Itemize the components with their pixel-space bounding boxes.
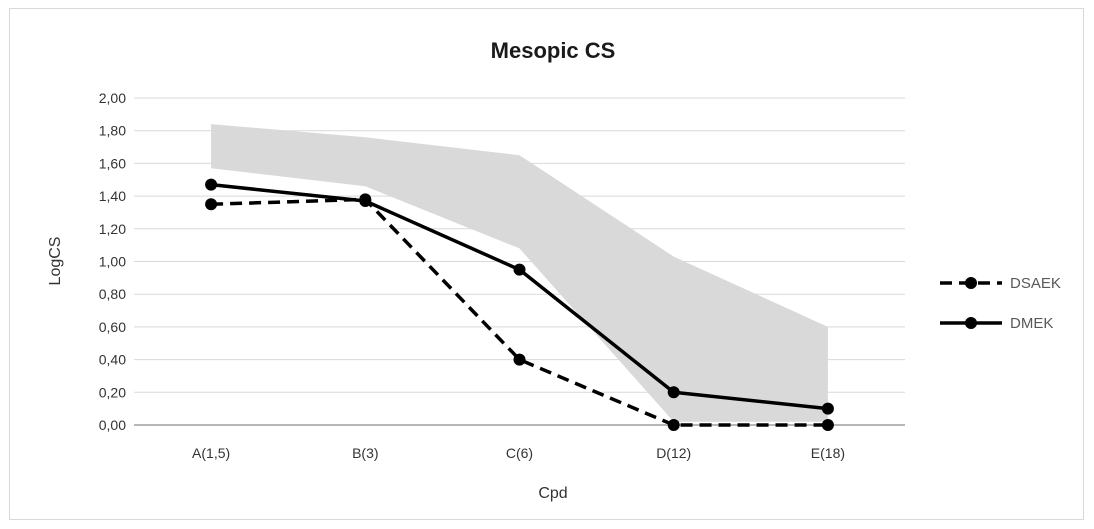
y-tick-label: 1,80 [99, 123, 126, 139]
x-tick-label: B(3) [352, 445, 378, 461]
dmek-point [359, 195, 372, 208]
x-tick-label: C(6) [506, 445, 533, 461]
y-tick-labels: 0,00 0,20 0,40 0,60 0,80 1,00 1,20 1,40 1,60 1,80… [99, 90, 126, 433]
y-tick-label: 1,00 [99, 254, 126, 270]
legend: DSAEK DMEK [940, 275, 1061, 332]
dsaek-point [513, 353, 526, 366]
legend-dsaek-label: DSAEK [1010, 275, 1061, 292]
y-tick-label: 0,40 [99, 352, 126, 368]
y-tick-label: 1,40 [99, 188, 126, 204]
y-tick-label: 0,00 [99, 417, 126, 433]
legend-dmek-label: DMEK [1010, 315, 1053, 332]
x-axis-label: Cpd [538, 485, 567, 502]
dsaek-point [667, 419, 680, 431]
x-tick-label: A(1,5) [192, 445, 230, 461]
dmek-point [205, 178, 218, 191]
normal-range-area [211, 124, 828, 422]
x-tick-label: E(18) [811, 445, 845, 461]
y-tick-label: 0,80 [99, 286, 126, 302]
dsaek-line [211, 197, 828, 427]
dsaek-point [821, 419, 834, 431]
legend-dsaek-marker [965, 277, 977, 289]
y-tick-label: 0,20 [99, 384, 126, 400]
dmek-point [513, 263, 526, 276]
dsaek-point [205, 198, 218, 211]
y-tick-label: 1,20 [99, 221, 126, 237]
dmek-point [667, 386, 680, 399]
y-tick-label: 0,60 [99, 319, 126, 335]
chart-title: Mesopic CS [491, 38, 616, 63]
y-axis-label: LogCS [47, 237, 64, 286]
x-tick-labels: A(1,5) B(3) C(6) D(12) E(18) [192, 445, 845, 461]
normal-range-band [211, 124, 828, 422]
x-tick-label: D(12) [656, 445, 691, 461]
series-group [205, 178, 834, 431]
y-tick-label: 2,00 [99, 90, 126, 106]
dmek-point [821, 402, 834, 415]
y-tick-label: 1,60 [99, 155, 126, 171]
legend-dmek-marker [965, 317, 977, 329]
